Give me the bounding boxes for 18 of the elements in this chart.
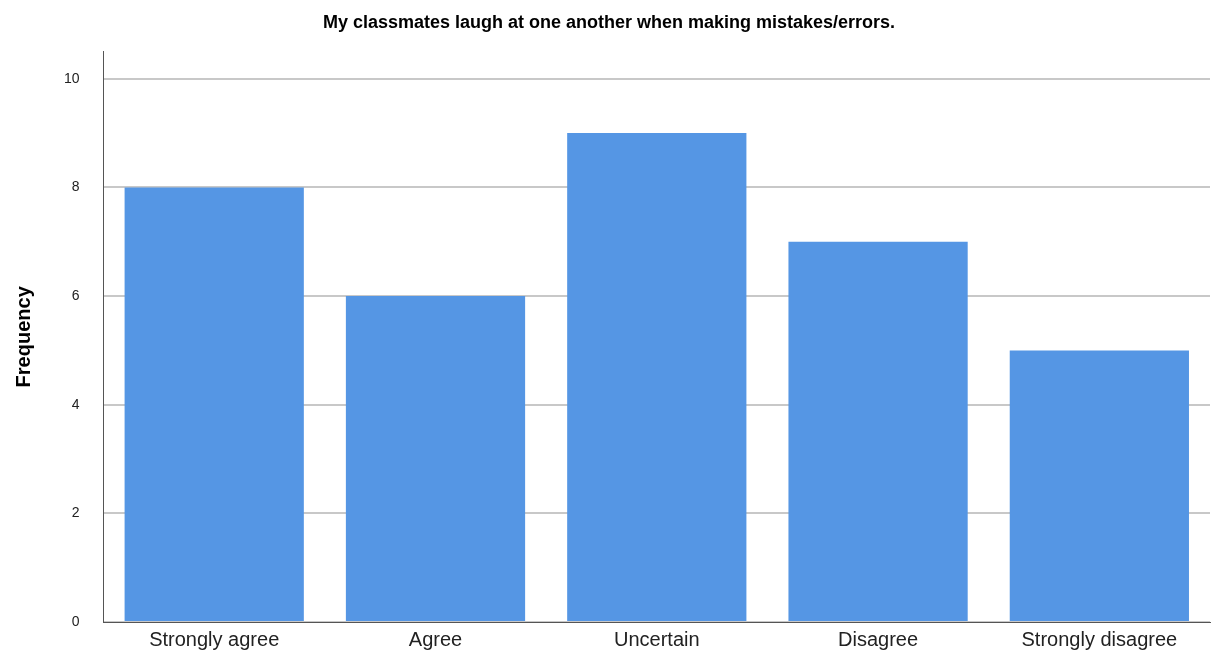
x-tick-label: Disagree	[838, 627, 919, 650]
y-tick-label: 2	[71, 504, 80, 521]
bar	[345, 296, 526, 621]
y-tick-label: 4	[71, 395, 80, 412]
x-tick-label: Strongly agree	[149, 627, 280, 650]
x-tick-label: Strongly disagree	[1021, 627, 1178, 650]
bar	[124, 187, 304, 621]
bar	[788, 241, 968, 621]
y-tick-label: 6	[71, 286, 80, 303]
bar	[567, 133, 747, 621]
bar	[1009, 350, 1189, 621]
x-tick-label: Agree	[408, 627, 463, 650]
y-tick-label: 0	[71, 612, 80, 629]
y-tick-label: 10	[63, 69, 80, 86]
x-tick-label: Uncertain	[613, 627, 700, 650]
y-axis-title: Frequency	[11, 285, 34, 388]
y-tick-label: 8	[71, 178, 80, 195]
chart-title: My classmates laugh at one another when making mistakes/errors.	[322, 11, 896, 32]
